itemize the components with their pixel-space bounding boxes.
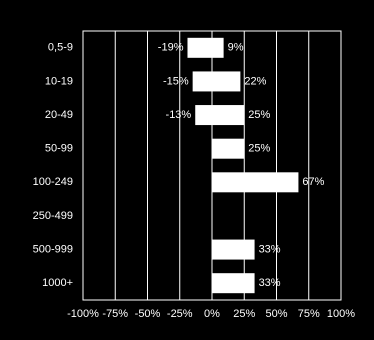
x-tick-label: -50% xyxy=(135,308,161,320)
y-tick-label: 500-999 xyxy=(33,243,73,255)
bar xyxy=(212,273,255,294)
x-tick-label: 75% xyxy=(298,308,320,320)
value-label: 22% xyxy=(244,75,266,87)
bar xyxy=(192,71,212,92)
x-tick-label: -25% xyxy=(167,308,193,320)
bar xyxy=(212,71,241,92)
value-label: 33% xyxy=(259,243,281,255)
bar xyxy=(212,105,245,126)
x-tick-label: 0% xyxy=(204,308,220,320)
x-tick-label: -75% xyxy=(102,308,128,320)
value-label: -19% xyxy=(158,42,184,54)
value-label: 9% xyxy=(228,42,244,54)
value-label: 33% xyxy=(259,277,281,289)
plot-border xyxy=(82,30,342,301)
y-tick-label: 50-99 xyxy=(45,143,73,155)
x-tick-label: 50% xyxy=(265,308,287,320)
value-label: 67% xyxy=(302,176,324,188)
bar xyxy=(212,138,245,159)
value-label: -15% xyxy=(163,75,189,87)
x-tick-label: 25% xyxy=(233,308,255,320)
bar xyxy=(212,172,299,193)
value-label: 25% xyxy=(248,109,270,121)
value-label: -13% xyxy=(166,109,192,121)
bar xyxy=(195,105,212,126)
y-tick-label: 10-19 xyxy=(45,75,73,87)
bar xyxy=(212,37,224,58)
y-tick-label: 100-249 xyxy=(33,176,73,188)
y-tick-label: 0,5-9 xyxy=(48,42,73,54)
y-tick-label: 20-49 xyxy=(45,109,73,121)
value-label: 25% xyxy=(248,143,270,155)
x-tick-label: 100% xyxy=(327,308,355,320)
bar xyxy=(212,239,255,260)
bar xyxy=(187,37,212,58)
y-tick-label: 1000+ xyxy=(42,277,73,289)
x-tick-label: -100% xyxy=(67,308,99,320)
y-tick-label: 250-499 xyxy=(33,210,73,222)
